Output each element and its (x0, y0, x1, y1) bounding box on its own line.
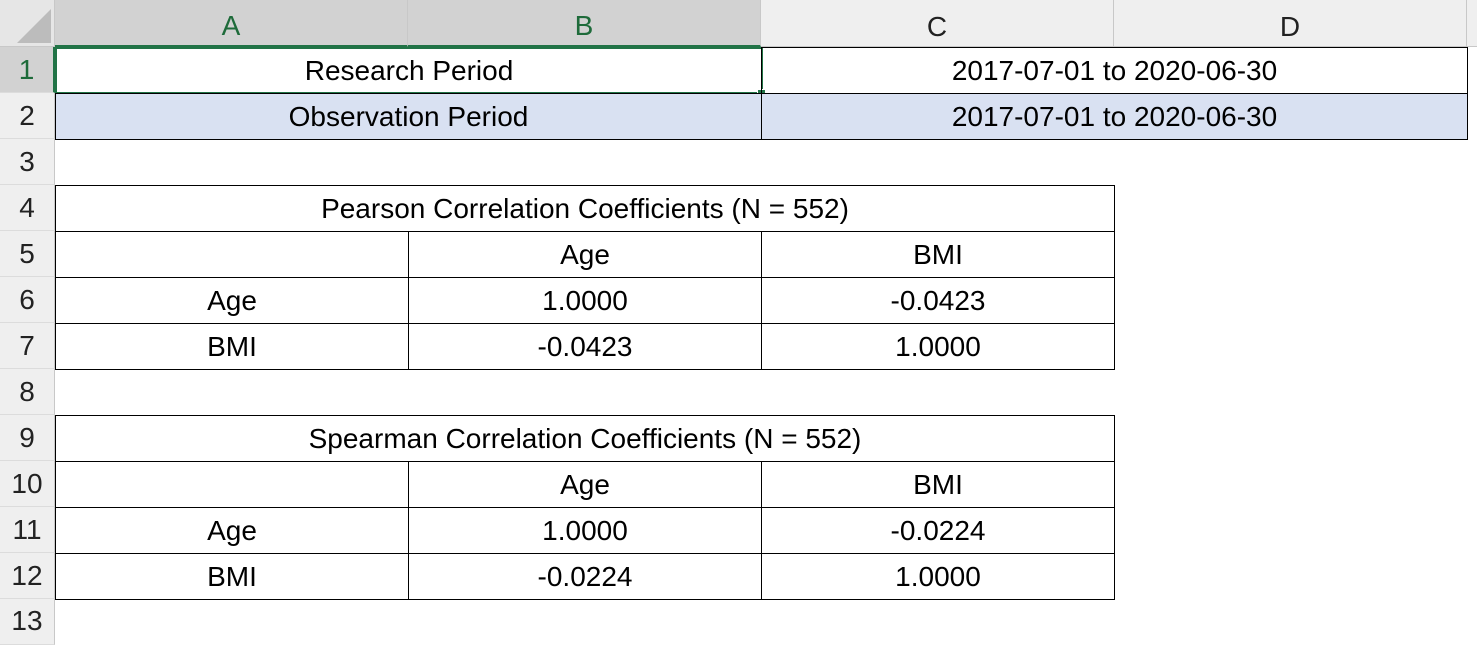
row-header-4[interactable]: 4 (0, 185, 55, 231)
row-header-8[interactable]: 8 (0, 369, 55, 415)
pearson-row-age-label[interactable]: Age (55, 277, 409, 324)
row-header-5[interactable]: 5 (0, 231, 55, 277)
pearson-header-age[interactable]: Age (408, 231, 762, 278)
row-header-1[interactable]: 1 (0, 47, 55, 93)
cell-a1-research-period-label[interactable]: Research Period (55, 47, 763, 94)
spearman-header-blank[interactable] (55, 461, 409, 508)
select-all-corner[interactable] (0, 0, 55, 47)
pearson-table-title[interactable]: Pearson Correlation Coefficients (N = 55… (55, 185, 1115, 232)
pearson-age-bmi[interactable]: -0.0423 (761, 277, 1115, 324)
pearson-bmi-age[interactable]: -0.0423 (408, 323, 762, 370)
column-header-b[interactable]: B (408, 0, 761, 47)
spearman-age-bmi[interactable]: -0.0224 (761, 507, 1115, 554)
pearson-bmi-bmi[interactable]: 1.0000 (761, 323, 1115, 370)
column-header-e-partial[interactable] (1467, 0, 1477, 47)
spearman-header-bmi[interactable]: BMI (761, 461, 1115, 508)
row-header-3[interactable]: 3 (0, 139, 55, 185)
spearman-header-age[interactable]: Age (408, 461, 762, 508)
select-all-triangle-icon (17, 9, 51, 43)
pearson-age-age[interactable]: 1.0000 (408, 277, 762, 324)
pearson-header-blank[interactable] (55, 231, 409, 278)
cell-a2-observation-period-label[interactable]: Observation Period (55, 93, 762, 140)
cell-c1-research-period-value[interactable]: 2017-07-01 to 2020-06-30 (761, 47, 1468, 94)
row-header-13[interactable]: 13 (0, 599, 55, 645)
spearman-bmi-age[interactable]: -0.0224 (408, 553, 762, 600)
row-header-11[interactable]: 11 (0, 507, 55, 553)
column-header-a[interactable]: A (55, 0, 408, 47)
row-header-12[interactable]: 12 (0, 553, 55, 599)
cell-c2-observation-period-value[interactable]: 2017-07-01 to 2020-06-30 (761, 93, 1468, 140)
row-header-9[interactable]: 9 (0, 415, 55, 461)
spearman-bmi-bmi[interactable]: 1.0000 (761, 553, 1115, 600)
row-header-6[interactable]: 6 (0, 277, 55, 323)
spearman-row-age-label[interactable]: Age (55, 507, 409, 554)
spearman-age-age[interactable]: 1.0000 (408, 507, 762, 554)
row-header-7[interactable]: 7 (0, 323, 55, 369)
pearson-header-bmi[interactable]: BMI (761, 231, 1115, 278)
row-header-10[interactable]: 10 (0, 461, 55, 507)
column-header-c[interactable]: C (761, 0, 1114, 47)
spearman-table-title[interactable]: Spearman Correlation Coefficients (N = 5… (55, 415, 1115, 462)
column-header-d[interactable]: D (1114, 0, 1467, 47)
row-header-2[interactable]: 2 (0, 93, 55, 139)
spearman-row-bmi-label[interactable]: BMI (55, 553, 409, 600)
pearson-row-bmi-label[interactable]: BMI (55, 323, 409, 370)
